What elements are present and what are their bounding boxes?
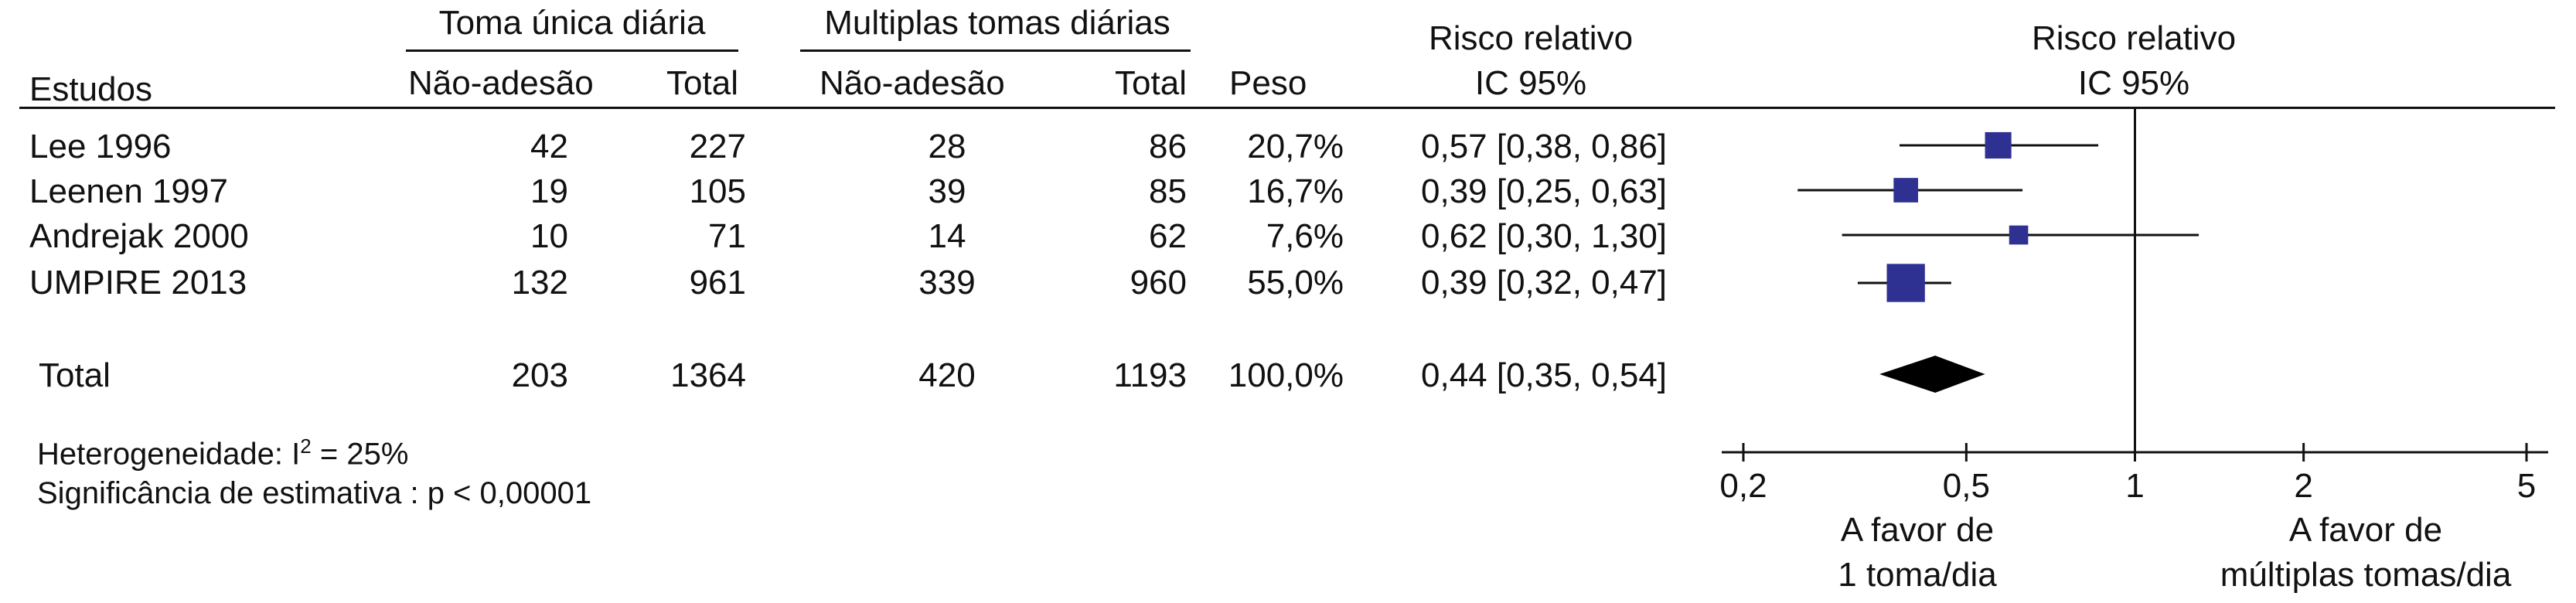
total-weight-cell: 100,0% [1228, 356, 1344, 394]
events1-cell: 19 [530, 172, 568, 210]
studies-header: Estudos [29, 70, 152, 108]
total-total2-cell: 1193 [1113, 356, 1187, 394]
favor-left-line2: 1 toma/dia [1838, 556, 1997, 594]
events1-cell: 10 [530, 217, 568, 255]
plot-header-line1: Risco relativo [2031, 19, 2237, 57]
ci-text-cell: 0,39 [0,25, 0,63] [1421, 172, 1668, 210]
events2-cell: 39 [928, 172, 966, 210]
point-estimate-marker [1893, 178, 1918, 203]
events1-cell: 42 [530, 128, 568, 165]
rr-header-line2: IC 95% [1474, 64, 1587, 102]
plot-header-line2: IC 95% [2077, 64, 2190, 102]
study-name: Andrejak 2000 [29, 217, 249, 255]
nonadherence1-header: Não-adesão [408, 64, 594, 102]
heterogeneity-prefix: Heterogeneidade: I [37, 437, 301, 472]
weight-cell: 16,7% [1247, 172, 1344, 210]
total-ci-text-cell: 0,44 [0,35, 0,54] [1421, 356, 1668, 394]
x-tick-label: 0,2 [1719, 467, 1767, 505]
x-tick-label: 2 [2294, 467, 2312, 505]
header-rule [19, 107, 2555, 109]
favor-right-line2: múltiplas tomas/dia [2220, 556, 2512, 594]
events2-cell: 339 [918, 264, 976, 302]
total2-cell: 62 [1149, 217, 1187, 255]
events2-cell: 28 [928, 128, 966, 165]
ci-text-cell: 0,57 [0,38, 0,86] [1421, 128, 1668, 165]
total2-cell: 85 [1149, 172, 1187, 210]
events1-cell: 132 [511, 264, 568, 302]
group2-title: Multiplas tomas diárias [824, 4, 1170, 42]
weight-header: Peso [1229, 64, 1307, 102]
point-estimate-marker [1985, 131, 2012, 159]
study-name: Lee 1996 [29, 128, 172, 165]
heterogeneity-note: Heterogeneidade: I2 = 25% [37, 436, 408, 469]
pooled-diamond [1879, 356, 1985, 393]
ci-text-cell: 0,39 [0,32, 0,47] [1421, 264, 1668, 302]
x-tick-label: 0,5 [1943, 467, 1990, 505]
x-tick-label: 5 [2517, 467, 2536, 505]
significance-note: Significância de estimativa : p < 0,0000… [37, 476, 592, 510]
total1-header: Total [666, 64, 738, 102]
group1-title: Toma única diária [438, 4, 706, 42]
group1-underline [406, 49, 738, 52]
study-name: Leenen 1997 [29, 172, 228, 210]
events2-cell: 14 [928, 217, 966, 255]
total-label: Total [39, 356, 111, 394]
nonadherence2-header: Não-adesão [819, 64, 1005, 102]
heterogeneity-suffix: = 25% [311, 437, 409, 472]
weight-cell: 55,0% [1247, 264, 1344, 302]
point-estimate-marker [1886, 264, 1925, 302]
ci-text-cell: 0,62 [0,30, 1,30] [1421, 217, 1668, 255]
total1-cell: 227 [689, 128, 746, 165]
total1-cell: 961 [689, 264, 746, 302]
total-total1-cell: 1364 [670, 356, 746, 394]
x-tick-label: 1 [2125, 467, 2144, 505]
total1-cell: 71 [708, 217, 746, 255]
favor-left-line1: A favor de [1840, 511, 1995, 549]
point-estimate-marker [2009, 225, 2029, 245]
total1-cell: 105 [689, 172, 746, 210]
favor-right-line1: A favor de [2288, 511, 2443, 549]
total-events1-cell: 203 [511, 356, 568, 394]
total2-cell: 960 [1130, 264, 1187, 302]
heterogeneity-superscript: 2 [300, 434, 312, 458]
total2-header: Total [1115, 64, 1187, 102]
total-events2-cell: 420 [918, 356, 976, 394]
study-name: UMPIRE 2013 [29, 264, 247, 302]
total2-cell: 86 [1149, 128, 1187, 165]
weight-cell: 7,6% [1266, 217, 1344, 255]
rr-header-line1: Risco relativo [1428, 19, 1634, 57]
weight-cell: 20,7% [1247, 128, 1344, 165]
group2-underline [800, 49, 1191, 52]
